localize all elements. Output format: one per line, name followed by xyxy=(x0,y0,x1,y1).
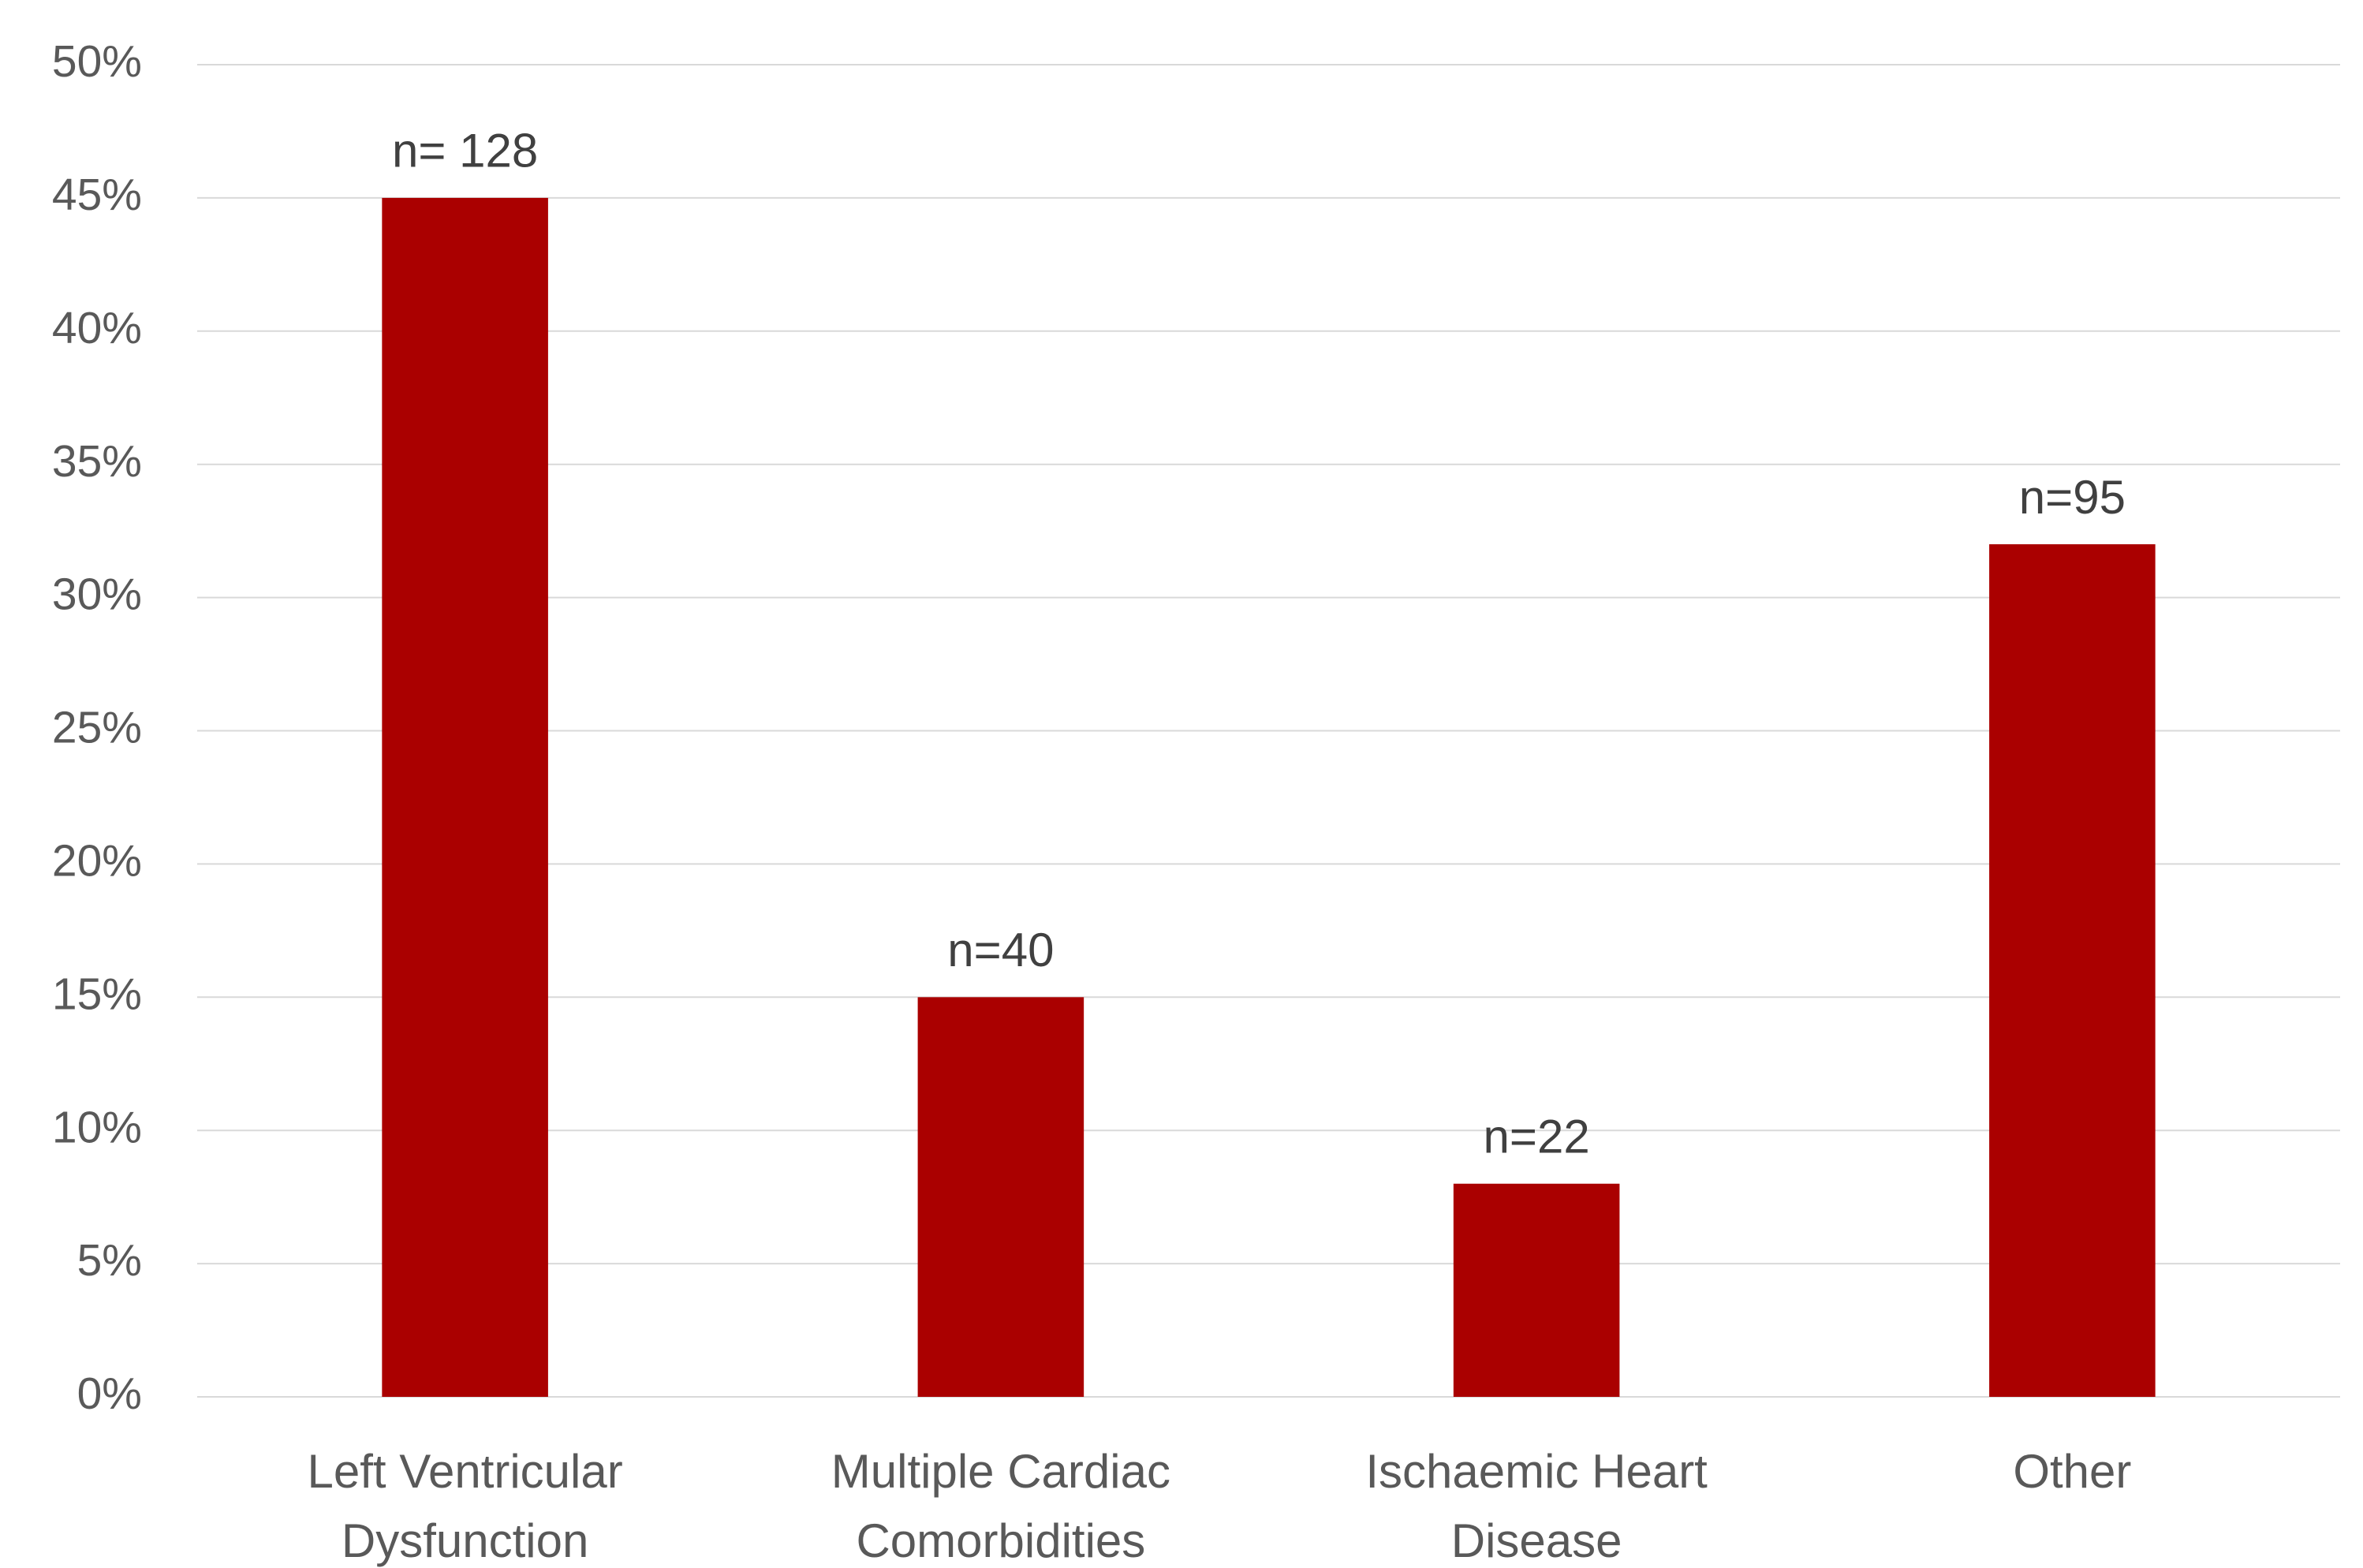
bar xyxy=(1989,544,2156,1397)
x-tick-label: Ischaemic Heart Disease xyxy=(1365,1445,1708,1567)
x-tick-label: Multiple Cardiac Comorbidities xyxy=(831,1445,1170,1567)
bar-annotation: n=22 xyxy=(1484,1111,1590,1163)
x-tick-label: Left Ventricular Dysfunction xyxy=(307,1445,623,1567)
y-tick-label: 20% xyxy=(52,835,142,886)
y-tick-label: 30% xyxy=(52,569,142,620)
x-tick-label: Other xyxy=(2013,1445,2132,1498)
bar-annotation: n= 128 xyxy=(392,125,538,177)
y-tick-label: 40% xyxy=(52,303,142,353)
y-tick-label: 35% xyxy=(52,436,142,487)
y-tick-label: 25% xyxy=(52,703,142,753)
bar xyxy=(917,997,1084,1397)
bar xyxy=(1453,1183,1620,1397)
bar-annotation: n=40 xyxy=(947,924,1054,976)
y-tick-label: 0% xyxy=(77,1368,142,1419)
y-tick-label: 50% xyxy=(52,36,142,87)
y-tick-label: 10% xyxy=(52,1102,142,1152)
y-tick-label: 5% xyxy=(77,1235,142,1286)
bar-annotation: n=95 xyxy=(2019,471,2126,524)
y-tick-label: 45% xyxy=(52,170,142,220)
y-tick-label: 15% xyxy=(52,969,142,1019)
bar xyxy=(382,197,548,1397)
